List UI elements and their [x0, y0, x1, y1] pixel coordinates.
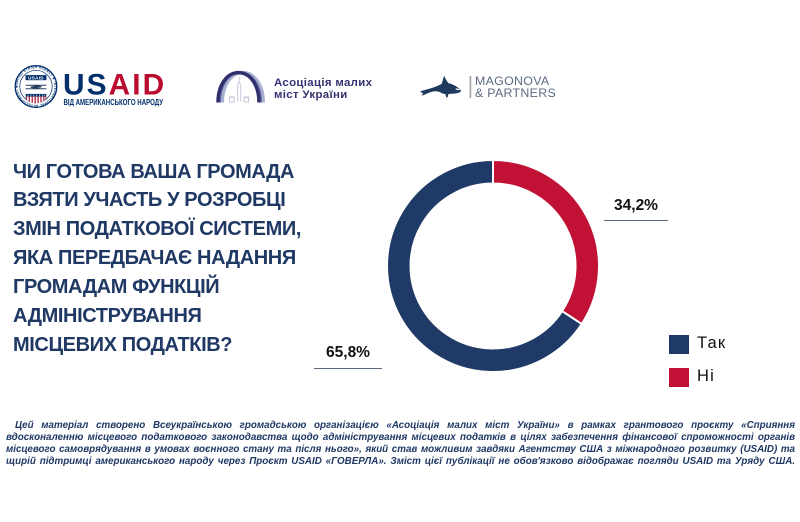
- svg-text:ВІД АМЕРИКАНСЬКОГО НАРОДУ: ВІД АМЕРИКАНСЬКОГО НАРОДУ: [64, 97, 164, 107]
- svg-text:USAID: USAID: [63, 69, 166, 102]
- svg-text:USAID: USAID: [28, 75, 44, 80]
